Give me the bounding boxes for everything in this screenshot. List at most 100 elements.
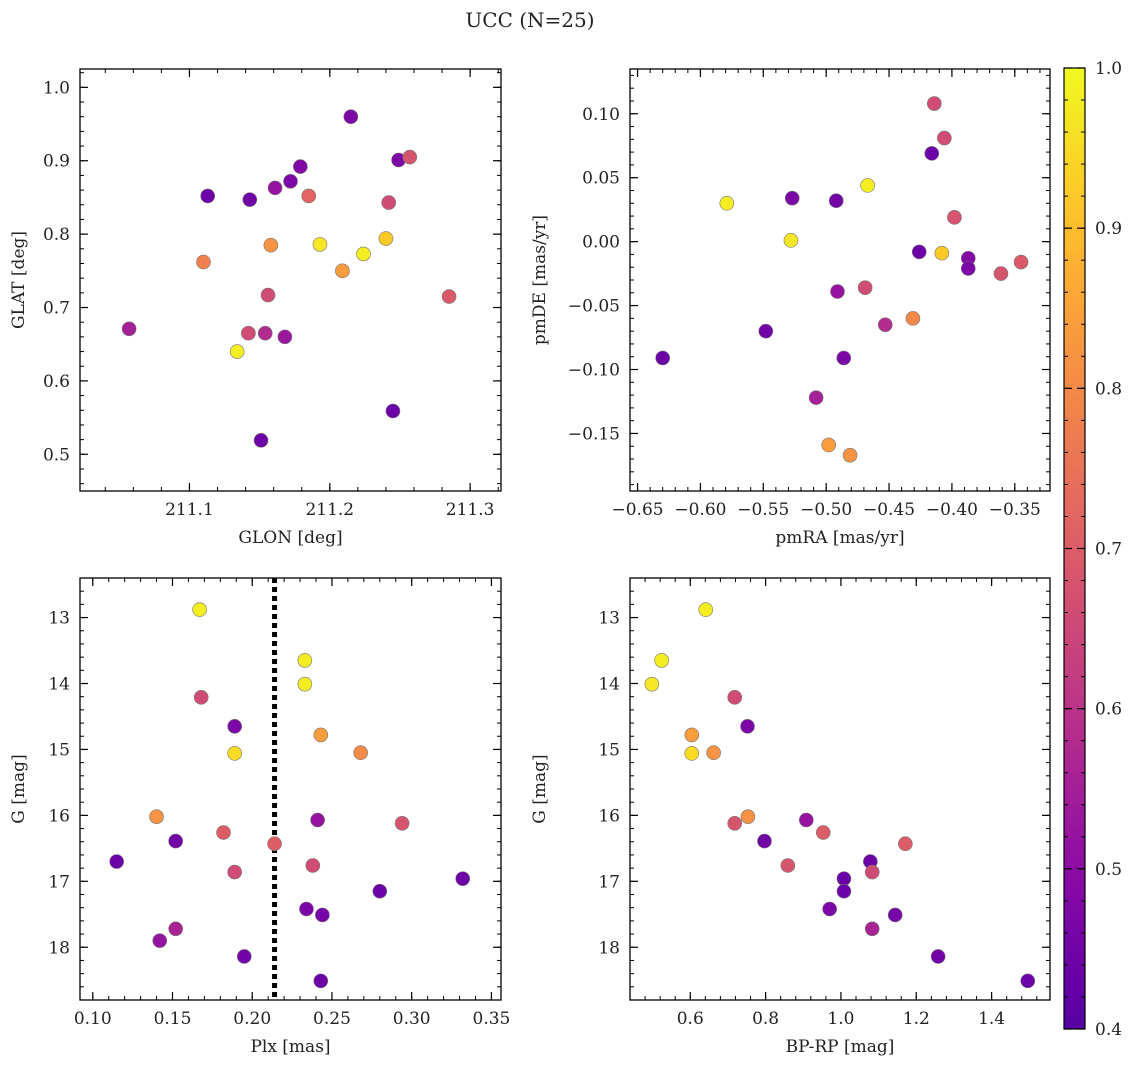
data-point [299, 901, 314, 917]
data-point [229, 344, 245, 359]
data-point [798, 812, 814, 828]
data-point [864, 921, 880, 937]
data-point [836, 350, 852, 366]
data-point [227, 746, 242, 761]
y-tick-label: 0.8 [43, 225, 70, 245]
data-point [727, 815, 743, 831]
colorbar-tick-label: 0.4 [1095, 1020, 1122, 1040]
x-tick-label: 0.20 [233, 1009, 271, 1029]
data-point [253, 433, 269, 448]
data-point [780, 858, 796, 873]
colorbar-tick-label: 0.9 [1095, 219, 1122, 239]
y-tick-label: 18 [48, 938, 70, 958]
x-tick-label: 0.35 [473, 1009, 511, 1029]
data-point [121, 321, 137, 337]
x-axis-label: pmRA [mas/yr] [775, 528, 904, 548]
colorbar-tick-label: 1.0 [1095, 59, 1122, 79]
y-tick-label: 16 [48, 806, 70, 826]
y-tick-label: 14 [48, 675, 70, 695]
y-tick-label: 0.00 [582, 233, 620, 253]
data-point [698, 602, 714, 617]
data-point [402, 149, 418, 165]
y-tick-label: 0.9 [43, 152, 70, 172]
data-point [864, 864, 880, 880]
data-point [836, 871, 852, 886]
data-point [335, 263, 350, 279]
colorbar: 0.4 0.5 0.6 0.7 0.8 0.9 1.0 [1063, 59, 1122, 1040]
y-tick-label: 0.6 [43, 372, 70, 392]
data-point [356, 246, 371, 262]
data-point [887, 907, 903, 923]
data-point [455, 871, 471, 886]
data-point [758, 323, 774, 339]
x-tick-label: 1.2 [903, 1009, 930, 1029]
y-axis-label: pmDE [mas/yr] [530, 215, 550, 345]
data-point [877, 317, 893, 333]
colorbar-tick-label: 0.5 [1095, 860, 1122, 880]
data-point [655, 350, 670, 366]
colorbar-tick-label: 0.7 [1095, 540, 1122, 560]
panel-bprp-g: 0.6 0.8 1.0 1.2 1.4 13 14 15 16 17 18 BP-RP [mag] G … [530, 577, 1051, 1057]
x-tick-label: 0.6 [677, 1009, 704, 1029]
panel-plx-g: 0.10 0.15 0.20 0.25 0.30 0.35 13 14 15 16 17 18 Plx … [9, 577, 511, 1057]
x-tick-label: −0.40 [926, 500, 978, 520]
data-point [193, 690, 209, 705]
data-point [740, 719, 755, 734]
plot-frame [79, 68, 502, 492]
data-point [934, 245, 950, 261]
data-point [394, 815, 410, 831]
data-point [927, 96, 942, 111]
data-point [109, 854, 124, 869]
panel-pmra-pmde: −0.65 −0.60 −0.55 −0.50 −0.45 −0.40 −0.35 −0.15… [530, 68, 1051, 548]
data-point [353, 745, 368, 761]
x-tick-label: 1.4 [978, 1009, 1005, 1029]
data-point [808, 390, 824, 405]
y-tick-label: 0.10 [582, 105, 620, 125]
data-point [216, 825, 231, 840]
data-point [860, 178, 875, 193]
y-tick-label: 13 [598, 609, 620, 629]
y-tick-label: −0.10 [568, 361, 620, 381]
x-tick-label: 211.1 [165, 500, 214, 520]
data-point [263, 237, 279, 253]
x-tick-label: 1.0 [827, 1009, 854, 1029]
x-tick-label: 0.15 [154, 1009, 192, 1029]
data-point [168, 833, 183, 849]
data-point [381, 195, 397, 210]
y-tick-label: 17 [598, 872, 620, 892]
data-point [257, 325, 273, 341]
y-tick-label: 16 [598, 806, 620, 826]
data-point [815, 825, 831, 840]
data-point [1020, 973, 1036, 989]
y-tick-label: 0.5 [43, 445, 70, 465]
data-point [196, 254, 211, 270]
data-point [297, 653, 313, 668]
data-point [305, 858, 321, 873]
data-point [644, 676, 660, 692]
data-point [947, 210, 962, 225]
data-point [192, 602, 207, 617]
data-point [152, 933, 168, 948]
data-point [654, 653, 669, 668]
data-point [857, 280, 873, 295]
data-point [911, 244, 927, 260]
x-tick-label: −0.35 [989, 500, 1041, 520]
data-point [200, 188, 216, 204]
data-point [149, 809, 164, 824]
panel-glon-glat: 211.1 211.2 211.3 0.5 0.6 0.7 0.8 0.9 1.0 GLON [d… [9, 68, 502, 548]
data-point [313, 973, 329, 989]
data-point [740, 809, 756, 824]
data-point [905, 311, 921, 326]
y-tick-label: 0.05 [582, 169, 620, 189]
data-point [293, 159, 308, 174]
colorbar-tick-label: 0.6 [1095, 700, 1122, 720]
data-point [312, 237, 328, 252]
data-point [313, 727, 329, 743]
data-point [260, 287, 276, 303]
data-point [821, 437, 836, 453]
x-tick-label: −0.50 [800, 500, 852, 520]
data-point [684, 746, 700, 761]
y-axis-label: GLAT [deg] [9, 231, 29, 329]
data-point [924, 146, 940, 161]
